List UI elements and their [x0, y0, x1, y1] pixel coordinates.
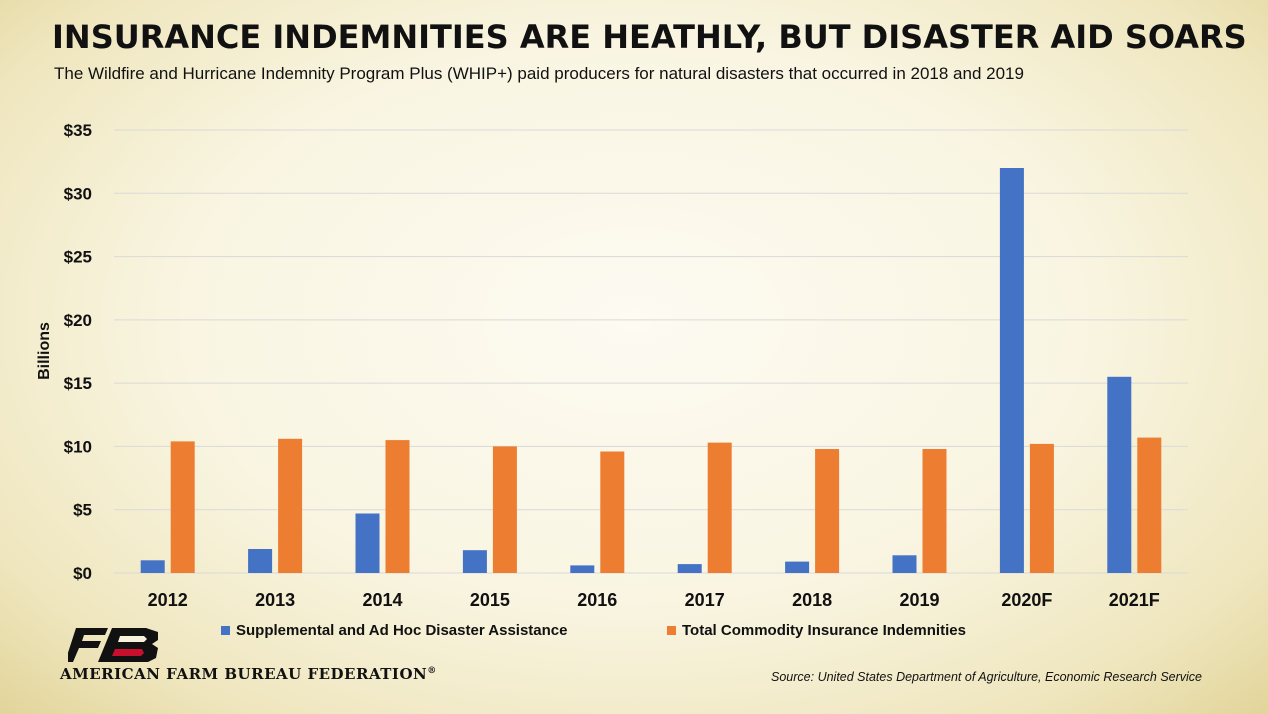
y-tick-label: $25 [64, 248, 92, 267]
bar-supplemental-2020f [999, 168, 1024, 573]
x-tick-label-2021f: 2021F [1109, 590, 1160, 610]
bar-supplemental-2014 [355, 513, 380, 573]
y-tick-label: $5 [73, 501, 92, 520]
y-tick-label: $10 [64, 437, 92, 456]
chart-subtitle: The Wildfire and Hurricane Indemnity Pro… [54, 64, 1024, 83]
bar-supplemental-2013 [248, 549, 273, 573]
bar-insurance-2017 [707, 442, 732, 573]
bar-insurance-2016 [600, 451, 625, 573]
fb-logo-icon [68, 628, 158, 662]
x-tick-label-2018: 2018 [792, 590, 832, 610]
x-tick-label-2017: 2017 [685, 590, 725, 610]
legend-label-supplemental: Supplemental and Ad Hoc Disaster Assista… [236, 622, 568, 639]
bars [140, 168, 1162, 573]
y-tick-label: $0 [73, 564, 92, 583]
legend-swatch-orange [667, 626, 676, 635]
x-tick-label-2012: 2012 [148, 590, 188, 610]
bar-supplemental-2019 [892, 555, 917, 573]
bar-insurance-2013 [278, 438, 303, 573]
x-tick-label-2019: 2019 [899, 590, 939, 610]
bar-insurance-2018 [815, 449, 840, 573]
bar-supplemental-2012 [140, 560, 165, 573]
y-axis-ticks: $0 $5 $10 $15 $20 $25 $30 $35 [64, 121, 92, 583]
bar-supplemental-2017 [677, 564, 702, 573]
bar-insurance-2014 [385, 440, 410, 573]
bar-supplemental-2016 [570, 565, 595, 573]
gridlines [114, 129, 1188, 574]
logo-wordmark: AMERICAN FARM BUREAU FEDERATION® [60, 665, 437, 683]
y-tick-label: $35 [64, 121, 92, 140]
legend-item-supplemental: Supplemental and Ad Hoc Disaster Assista… [221, 622, 568, 639]
bar-insurance-2015 [492, 446, 517, 573]
bar-supplemental-2018 [785, 561, 810, 573]
x-tick-label-2016: 2016 [577, 590, 617, 610]
chart-title: INSURANCE INDEMNITIES ARE HEATHLY, BUT D… [52, 18, 1247, 56]
y-axis-label: Billions [36, 322, 53, 380]
source-note: Source: United States Department of Agri… [771, 670, 1202, 684]
legend-label-insurance: Total Commodity Insurance Indemnities [682, 622, 966, 639]
bar-insurance-2020f [1029, 443, 1054, 573]
x-tick-label-2015: 2015 [470, 590, 510, 610]
x-tick-label-2013: 2013 [255, 590, 295, 610]
x-tick-label-2014: 2014 [362, 590, 402, 610]
bar-supplemental-2021f [1107, 376, 1132, 573]
afbf-logo: AMERICAN FARM BUREAU FEDERATION® [60, 628, 460, 688]
x-axis-ticks: 2012 2013 2014 2015 2016 2017 2018 2019 2020F 202… [148, 590, 1160, 610]
bar-insurance-2019 [922, 449, 947, 573]
x-tick-label-2020f: 2020F [1001, 590, 1052, 610]
y-tick-label: $30 [64, 184, 92, 203]
legend-swatch-blue [221, 626, 230, 635]
legend: Supplemental and Ad Hoc Disaster Assista… [0, 622, 1268, 644]
legend-item-insurance: Total Commodity Insurance Indemnities [667, 622, 966, 639]
bar-insurance-2021f [1137, 437, 1162, 573]
y-tick-label: $15 [64, 374, 92, 393]
y-tick-label: $20 [64, 311, 92, 330]
bar-insurance-2012 [170, 441, 195, 573]
bar-supplemental-2015 [462, 550, 487, 573]
